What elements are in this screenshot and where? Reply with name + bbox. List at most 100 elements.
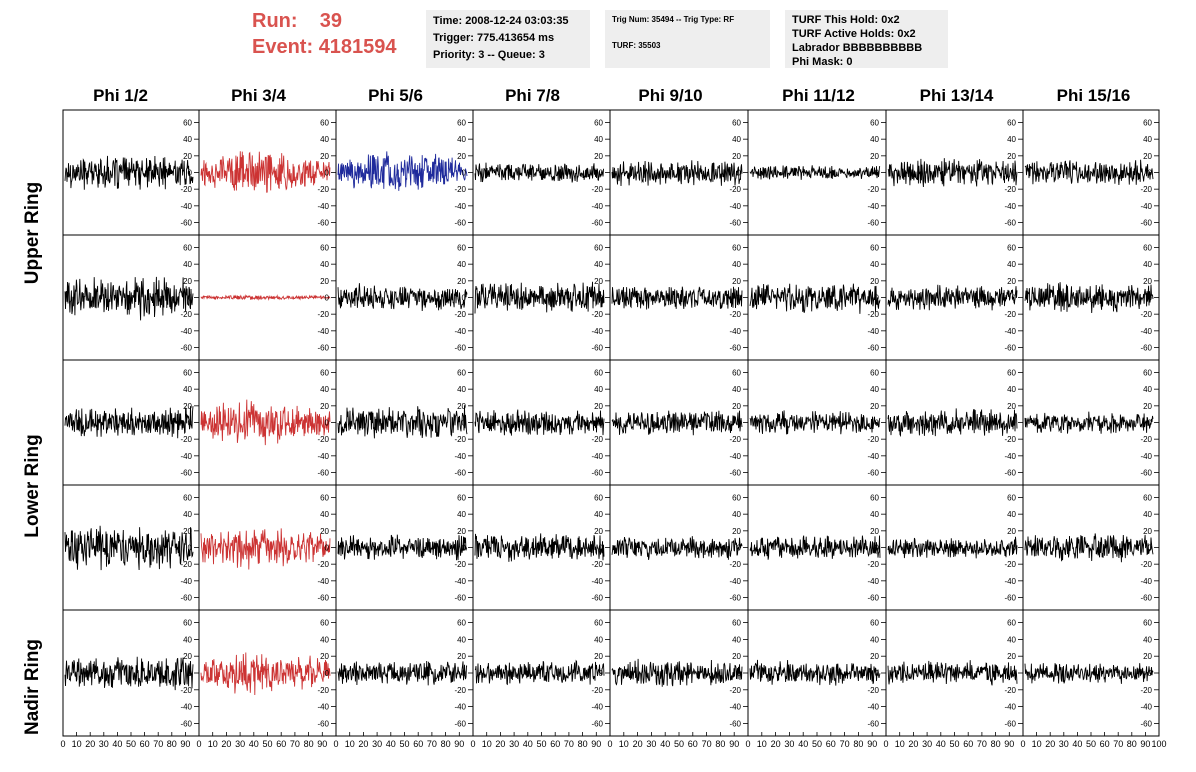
xtick-label: 50 xyxy=(536,739,546,749)
ytick-label: -40 xyxy=(1140,577,1152,586)
ytick-label: -20 xyxy=(180,435,192,444)
ytick-label: -60 xyxy=(454,344,466,353)
ytick-label: 0 xyxy=(737,169,742,178)
ytick-label: 60 xyxy=(594,244,603,253)
ytick-label: 40 xyxy=(870,385,879,394)
xtick-label: 60 xyxy=(550,739,560,749)
ytick-label: -40 xyxy=(1140,452,1152,461)
ytick-label: 40 xyxy=(1143,635,1152,644)
ytick-label: -20 xyxy=(317,686,329,695)
xtick-label: 100 xyxy=(1151,739,1166,749)
ytick-label: 60 xyxy=(320,619,329,628)
waveform-r3-c0 xyxy=(64,525,194,571)
ytick-label: 0 xyxy=(875,169,880,178)
ytick-label: -20 xyxy=(591,435,603,444)
ytick-label: 60 xyxy=(1007,494,1016,503)
ytick-label: -20 xyxy=(1140,310,1152,319)
ytick-label: -40 xyxy=(1004,202,1016,211)
xtick-label: 90 xyxy=(591,739,601,749)
panel-frame-r0-c3 xyxy=(472,109,611,236)
ytick-label: -20 xyxy=(591,310,603,319)
waveform-r3-c5 xyxy=(749,535,881,560)
ytick-label: -40 xyxy=(454,452,466,461)
ytick-label: -20 xyxy=(454,185,466,194)
ytick-label: 0 xyxy=(1012,419,1017,428)
waveform-r1-c1 xyxy=(200,294,331,301)
ytick-label: 60 xyxy=(732,119,741,128)
xtick-label: 60 xyxy=(413,739,423,749)
ytick-label: 40 xyxy=(457,260,466,269)
ytick-label: 40 xyxy=(1007,385,1016,394)
ytick-label: 60 xyxy=(1143,494,1152,503)
ytick-label: 60 xyxy=(732,244,741,253)
ytick-label: 60 xyxy=(320,369,329,378)
waveform-r4-c3 xyxy=(474,659,605,686)
ytick-label: -40 xyxy=(1004,703,1016,712)
column-header-phi-7-8: Phi 7/8 xyxy=(505,86,560,105)
ytick-label: -40 xyxy=(867,327,879,336)
ytick-label: 20 xyxy=(870,152,879,161)
ytick-label: 20 xyxy=(320,152,329,161)
ytick-label: -60 xyxy=(591,344,603,353)
ytick-label: 0 xyxy=(1148,294,1153,303)
xtick-label: 60 xyxy=(276,739,286,749)
xtick-label: 40 xyxy=(112,739,122,749)
ytick-label: -20 xyxy=(317,310,329,319)
xtick-label: 70 xyxy=(840,739,850,749)
ytick-label: -60 xyxy=(867,219,879,228)
xtick-label: 90 xyxy=(1004,739,1014,749)
xtick-label: 50 xyxy=(399,739,409,749)
xtick-label: 50 xyxy=(1086,739,1096,749)
ytick-label: 20 xyxy=(1007,152,1016,161)
ytick-label: -40 xyxy=(867,577,879,586)
ytick-label: 20 xyxy=(732,277,741,286)
ytick-label: 20 xyxy=(1007,527,1016,536)
ytick-label: 20 xyxy=(594,402,603,411)
waveform-r3-c1 xyxy=(200,528,331,570)
xtick-label: 30 xyxy=(1059,739,1069,749)
ytick-label: -20 xyxy=(454,686,466,695)
ytick-label: -20 xyxy=(180,560,192,569)
ytick-label: 40 xyxy=(594,510,603,519)
xtick-label: 40 xyxy=(798,739,808,749)
ytick-label: 40 xyxy=(320,135,329,144)
ytick-label: 60 xyxy=(732,619,741,628)
ytick-label: 0 xyxy=(1012,294,1017,303)
ytick-label: -20 xyxy=(1140,686,1152,695)
ytick-label: 60 xyxy=(1143,619,1152,628)
ytick-label: -60 xyxy=(729,219,741,228)
xtick-label: 20 xyxy=(908,739,918,749)
xtick-label: 90 xyxy=(1140,739,1150,749)
ytick-label: 20 xyxy=(457,527,466,536)
ytick-label: 20 xyxy=(457,152,466,161)
event-row: Event: 4181594 xyxy=(252,34,397,60)
xtick-label: 40 xyxy=(936,739,946,749)
xtick-label: 30 xyxy=(235,739,245,749)
waveform-r0-c1 xyxy=(200,151,331,193)
ytick-label: 0 xyxy=(1148,669,1153,678)
ytick-label: -20 xyxy=(180,185,192,194)
ytick-label: 20 xyxy=(1143,652,1152,661)
priority-text: Priority: 3 -- Queue: 3 xyxy=(433,49,545,61)
time-text: Time: 2008-12-24 03:03:35 xyxy=(433,15,569,27)
ytick-label: -40 xyxy=(729,703,741,712)
ytick-label: 60 xyxy=(594,369,603,378)
xtick-label: 80 xyxy=(167,739,177,749)
ytick-label: 0 xyxy=(325,169,330,178)
ytick-label: 40 xyxy=(594,260,603,269)
ytick-label: -40 xyxy=(454,577,466,586)
ytick-label: 20 xyxy=(1143,527,1152,536)
ytick-label: 20 xyxy=(594,277,603,286)
ytick-label: 20 xyxy=(594,652,603,661)
ytick-label: -60 xyxy=(1004,594,1016,603)
ytick-label: 0 xyxy=(325,544,330,553)
xtick-label: 80 xyxy=(441,739,451,749)
waveform-r1-c7 xyxy=(1024,282,1154,314)
ytick-label: 0 xyxy=(599,544,604,553)
ytick-label: 40 xyxy=(870,635,879,644)
ytick-label: -60 xyxy=(729,594,741,603)
waveform-r2-c2 xyxy=(337,405,468,439)
ytick-label: 20 xyxy=(732,152,741,161)
waveform-r4-c5 xyxy=(749,659,881,686)
xtick-label: 20 xyxy=(633,739,643,749)
